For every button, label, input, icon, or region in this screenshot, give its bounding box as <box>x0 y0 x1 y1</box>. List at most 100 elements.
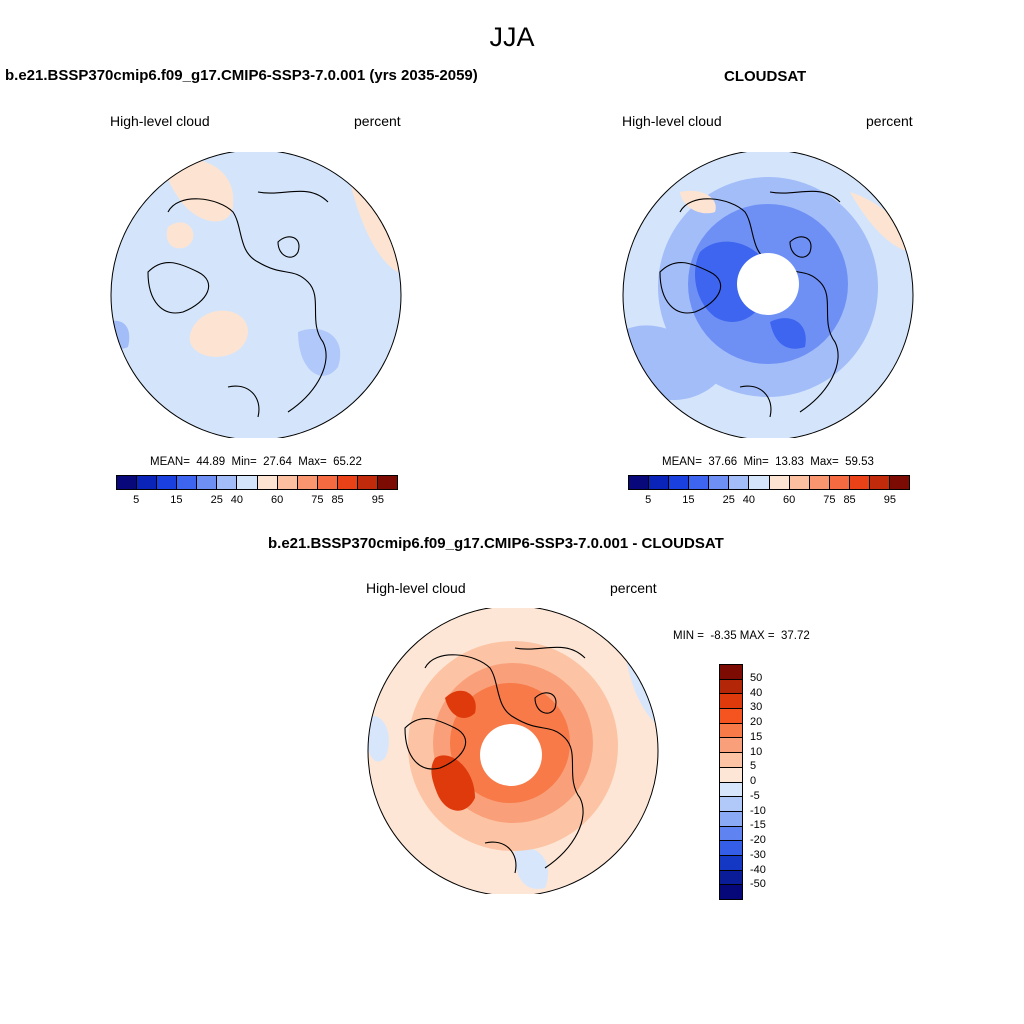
obs-variable-label: High-level cloud <box>622 113 722 129</box>
colorbar-swatch <box>689 476 710 489</box>
colorbar-swatch <box>257 476 278 489</box>
colorbar-swatch <box>649 476 670 489</box>
diff-variable-label: High-level cloud <box>366 580 466 596</box>
model-colorbar <box>116 475 398 490</box>
colorbar-swatch <box>629 476 650 489</box>
obs-low-patch <box>770 318 806 349</box>
colorbar-swatch <box>720 797 742 812</box>
colorbar-swatch <box>720 841 742 856</box>
colorbar-swatch <box>720 738 742 754</box>
colorbar-swatch <box>720 665 742 680</box>
colorbar-swatch <box>720 826 742 842</box>
colorbar-tick-label: -20 <box>750 834 766 846</box>
colorbar-tick-label: 75 <box>823 494 836 506</box>
colorbar-swatch <box>720 753 742 768</box>
colorbar-tick-label: 40 <box>742 494 755 506</box>
obs-units-label: percent <box>866 113 913 129</box>
colorbar-swatch <box>378 476 398 489</box>
colorbar-swatch <box>720 694 742 710</box>
colorbar-swatch <box>720 811 742 827</box>
colorbar-swatch <box>217 476 238 489</box>
colorbar-tick-label: -10 <box>750 804 766 817</box>
colorbar-swatch <box>729 476 750 489</box>
map-border <box>622 152 914 438</box>
colorbar-swatch <box>829 476 850 489</box>
colorbar-tick-label: 25 <box>210 494 223 506</box>
colorbar-tick-label: 5 <box>750 760 757 773</box>
colorbar-tick-label: 15 <box>750 730 763 743</box>
diff-stats: MIN = -8.35 MAX = 37.72 <box>673 630 810 642</box>
colorbar-swatch <box>720 885 742 899</box>
obs-polar-map <box>622 152 914 438</box>
colorbar-tick-label: 15 <box>170 494 183 506</box>
obs-polar-gap <box>737 253 799 315</box>
diff-high-patch <box>431 755 475 811</box>
diff-colorbar-ticks: 50 40 30 20 15 10 5 0 -5 -10 -15 -20 -30 -40 -50 <box>750 664 790 900</box>
colorbar-tick-label: 30 <box>750 701 763 714</box>
model-cool-patch <box>298 328 341 376</box>
colorbar-tick-label: -5 <box>750 789 760 802</box>
model-units-label: percent <box>354 113 401 129</box>
colorbar-swatch <box>709 476 730 489</box>
colorbar-tick-label: -30 <box>750 848 766 861</box>
colorbar-swatch <box>720 679 742 695</box>
colorbar-swatch <box>177 476 198 489</box>
obs-colorbar-ticks: 5 15 25 40 60 75 85 95 <box>628 494 910 510</box>
colorbar-tick-label: 85 <box>331 494 344 506</box>
colorbar-swatch <box>337 476 358 489</box>
coastline <box>147 190 329 418</box>
colorbar-tick-label: -50 <box>750 878 766 891</box>
model-polar-map <box>110 152 402 438</box>
colorbar-swatch <box>357 476 379 489</box>
colorbar-tick-label: -15 <box>750 819 766 832</box>
colorbar-tick-label: 15 <box>682 494 695 506</box>
obs-warm-patch <box>680 190 716 214</box>
colorbar-tick-label: 10 <box>750 745 763 758</box>
colorbar-swatch <box>197 476 218 489</box>
colorbar-tick-label: 95 <box>371 494 384 506</box>
model-warm-patch <box>348 172 399 272</box>
diff-colorbar <box>719 664 743 900</box>
model-stats: MEAN= 44.89 Min= 27.64 Max= 65.22 <box>150 456 362 468</box>
obs-colorbar <box>628 475 910 490</box>
colorbar-tick-label: 20 <box>750 716 763 728</box>
colorbar-swatch <box>789 476 810 489</box>
colorbar-swatch <box>720 767 742 783</box>
colorbar-swatch <box>317 476 338 489</box>
colorbar-swatch <box>849 476 870 489</box>
colorbar-tick-label: 85 <box>843 494 856 506</box>
colorbar-swatch <box>117 476 138 489</box>
colorbar-swatch <box>137 476 158 489</box>
colorbar-tick-label: 0 <box>750 775 757 787</box>
obs-panel-title: CLOUDSAT <box>724 68 807 85</box>
map-border <box>367 608 659 894</box>
model-warm-patch <box>189 310 248 357</box>
colorbar-tick-label: 40 <box>230 494 243 506</box>
colorbar-swatch <box>720 782 742 798</box>
diff-cool-patch <box>368 716 389 762</box>
coastline <box>659 190 841 418</box>
colorbar-tick-label: 25 <box>722 494 735 506</box>
model-warm-patch <box>166 159 234 222</box>
diff-polar-map <box>367 608 659 894</box>
obs-warm-patch <box>850 192 910 252</box>
colorbar-swatch <box>720 855 742 871</box>
model-variable-label: High-level cloud <box>110 113 210 129</box>
model-colorbar-ticks: 5 15 25 40 60 75 85 95 <box>116 494 398 510</box>
diff-units-label: percent <box>610 580 657 596</box>
coastline <box>404 646 586 874</box>
colorbar-tick-label: 60 <box>271 494 284 506</box>
colorbar-swatch <box>297 476 318 489</box>
colorbar-swatch <box>890 476 910 489</box>
obs-stats: MEAN= 37.66 Min= 13.83 Max= 59.53 <box>662 456 874 468</box>
colorbar-swatch <box>749 476 770 489</box>
model-warm-patch <box>166 222 194 249</box>
diff-high-patch <box>445 690 476 718</box>
colorbar-swatch <box>669 476 690 489</box>
colorbar-tick-label: 40 <box>750 686 763 699</box>
colorbar-tick-label: 5 <box>133 494 140 506</box>
colorbar-swatch <box>869 476 891 489</box>
diff-polar-gap <box>480 724 542 786</box>
colorbar-tick-label: 75 <box>311 494 324 506</box>
colorbar-swatch <box>237 476 258 489</box>
